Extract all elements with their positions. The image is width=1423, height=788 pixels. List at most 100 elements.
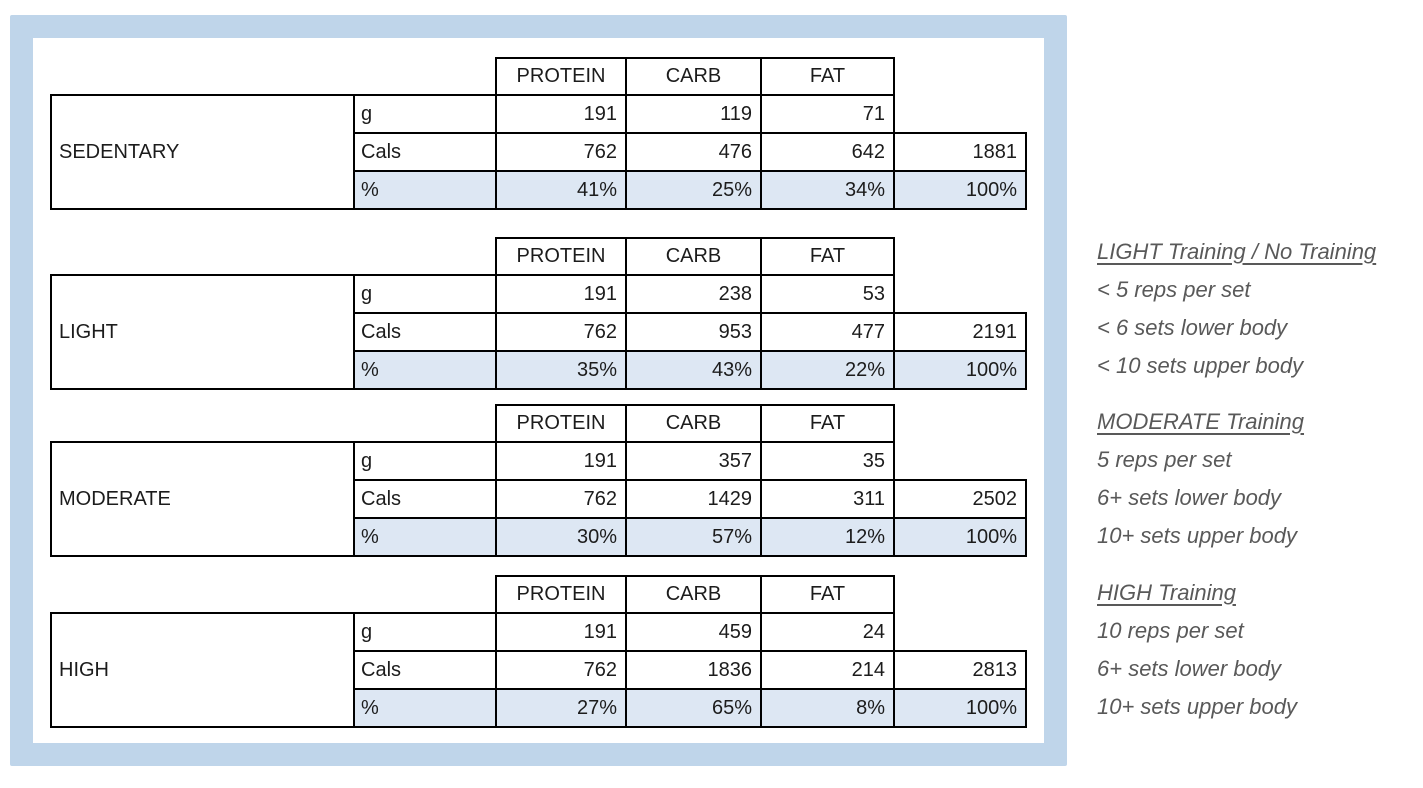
cell-percent-carb: 25% [625, 170, 762, 210]
note-moderate-training: MODERATE Training 5 reps per set 6+ sets… [1097, 403, 1304, 555]
col-header-fat: FAT [760, 575, 895, 614]
note-light-training: LIGHT Training / No Training < 5 reps pe… [1097, 233, 1376, 385]
table-header-row: PROTEIN CARB FAT [51, 404, 1026, 443]
cell-percent-total: 100% [893, 170, 1027, 210]
col-header-protein: PROTEIN [495, 575, 627, 614]
note-title: MODERATE Training [1097, 409, 1305, 434]
activity-label-sedentary: SEDENTARY [50, 94, 355, 210]
col-header-carb: CARB [625, 404, 762, 443]
col-header-fat: FAT [760, 404, 895, 443]
row-label-grams: g [353, 612, 497, 652]
cell-cals-carb: 953 [625, 312, 762, 352]
cell-cals-carb: 476 [625, 132, 762, 172]
row-spacer [894, 95, 1026, 133]
row-label-cals: Cals [353, 650, 497, 690]
cell-cals-fat: 642 [760, 132, 895, 172]
cell-grams-carb: 459 [625, 612, 762, 652]
cell-percent-protein: 41% [495, 170, 627, 210]
note-line: 10 reps per set [1097, 618, 1244, 643]
cell-percent-carb: 57% [625, 517, 762, 557]
row-label-cals: Cals [353, 479, 497, 519]
cell-cals-total: 2813 [893, 650, 1027, 690]
cell-cals-protein: 762 [495, 312, 627, 352]
row-label-grams: g [353, 441, 497, 481]
cell-grams-fat: 35 [760, 441, 895, 481]
macro-table-high: PROTEIN CARB FAT HIGH g 191 459 24 Cals … [50, 575, 1027, 728]
note-title: LIGHT Training / No Training [1097, 239, 1377, 264]
cell-cals-carb: 1836 [625, 650, 762, 690]
col-header-protein: PROTEIN [495, 57, 627, 96]
table-header-row: PROTEIN CARB FAT [51, 237, 1026, 276]
cell-grams-carb: 238 [625, 274, 762, 314]
note-line: 10+ sets upper body [1097, 523, 1297, 548]
macro-plan-content: PROTEIN CARB FAT SEDENTARY g 191 119 71 … [33, 38, 1044, 743]
macro-table-moderate: PROTEIN CARB FAT MODERATE g 191 357 35 C… [50, 404, 1027, 557]
cell-cals-fat: 477 [760, 312, 895, 352]
note-line: < 5 reps per set [1097, 277, 1251, 302]
cell-percent-total: 100% [893, 517, 1027, 557]
note-line: < 10 sets upper body [1097, 353, 1304, 378]
cell-cals-total: 2191 [893, 312, 1027, 352]
row-spacer [894, 275, 1026, 313]
percent-row: % 30% 57% 12% 100% [51, 517, 1027, 557]
header-spacer [894, 58, 1026, 95]
cell-grams-protein: 191 [495, 274, 627, 314]
macro-plan-frame: PROTEIN CARB FAT SEDENTARY g 191 119 71 … [10, 15, 1067, 766]
table-header-row: PROTEIN CARB FAT [51, 575, 1026, 614]
grams-row: LIGHT g 191 238 53 [50, 274, 1026, 390]
cell-cals-protein: 762 [495, 479, 627, 519]
row-label-grams: g [353, 94, 497, 134]
note-line: 5 reps per set [1097, 447, 1232, 472]
note-line: 6+ sets lower body [1097, 656, 1282, 681]
row-label-percent: % [353, 350, 497, 390]
cals-row: Cals 762 1429 311 2502 [51, 479, 1027, 519]
note-title: HIGH Training [1097, 580, 1236, 605]
cell-percent-carb: 43% [625, 350, 762, 390]
cell-cals-carb: 1429 [625, 479, 762, 519]
cell-percent-fat: 12% [760, 517, 895, 557]
row-label-grams: g [353, 274, 497, 314]
cals-row: Cals 762 1836 214 2813 [51, 650, 1027, 690]
col-header-carb: CARB [625, 57, 762, 96]
cell-grams-fat: 53 [760, 274, 895, 314]
cell-cals-protein: 762 [495, 132, 627, 172]
percent-row: % 27% 65% 8% 100% [51, 688, 1027, 728]
macro-table-sedentary: PROTEIN CARB FAT SEDENTARY g 191 119 71 … [50, 57, 1027, 210]
cell-cals-fat: 214 [760, 650, 895, 690]
header-spacer [51, 238, 496, 275]
note-line: < 6 sets lower body [1097, 315, 1288, 340]
activity-label-high: HIGH [50, 612, 355, 728]
cell-percent-total: 100% [893, 688, 1027, 728]
col-header-fat: FAT [760, 57, 895, 96]
cell-cals-total: 2502 [893, 479, 1027, 519]
cell-percent-carb: 65% [625, 688, 762, 728]
cell-percent-protein: 27% [495, 688, 627, 728]
header-spacer [51, 576, 496, 613]
cell-grams-protein: 191 [495, 612, 627, 652]
cell-cals-fat: 311 [760, 479, 895, 519]
col-header-protein: PROTEIN [495, 404, 627, 443]
macro-table-light: PROTEIN CARB FAT LIGHT g 191 238 53 Cals… [50, 237, 1027, 390]
cell-grams-protein: 191 [495, 94, 627, 134]
col-header-protein: PROTEIN [495, 237, 627, 276]
activity-label-light: LIGHT [50, 274, 355, 390]
percent-row: % 41% 25% 34% 100% [51, 170, 1027, 210]
row-label-cals: Cals [353, 132, 497, 172]
header-spacer [51, 405, 496, 442]
header-spacer [894, 238, 1026, 275]
row-label-cals: Cals [353, 312, 497, 352]
grams-row: HIGH g 191 459 24 [50, 612, 1026, 728]
note-high-training: HIGH Training 10 reps per set 6+ sets lo… [1097, 574, 1297, 726]
row-spacer [894, 442, 1026, 480]
percent-row: % 35% 43% 22% 100% [51, 350, 1027, 390]
row-spacer [894, 613, 1026, 651]
cell-percent-fat: 22% [760, 350, 895, 390]
grams-row: MODERATE g 191 357 35 [50, 441, 1026, 557]
header-spacer [894, 405, 1026, 442]
header-spacer [894, 576, 1026, 613]
row-label-percent: % [353, 170, 497, 210]
col-header-carb: CARB [625, 237, 762, 276]
cell-cals-total: 1881 [893, 132, 1027, 172]
cell-grams-fat: 24 [760, 612, 895, 652]
note-line: 10+ sets upper body [1097, 694, 1297, 719]
